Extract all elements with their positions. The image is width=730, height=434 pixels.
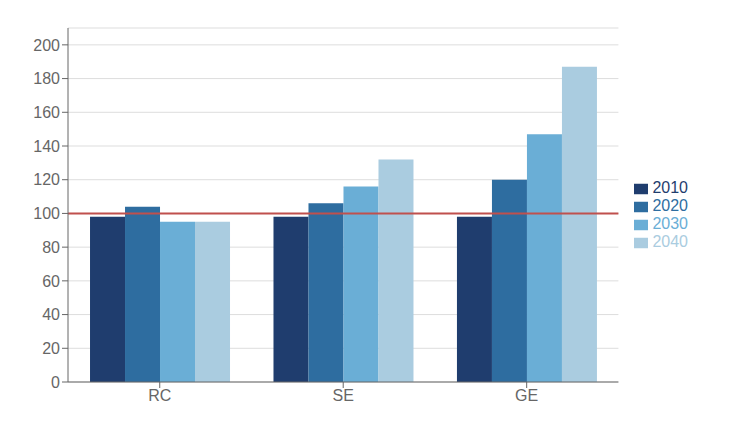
svg-text:20: 20: [42, 340, 60, 357]
svg-text:60: 60: [42, 273, 60, 290]
html-text:2030: 2030: [652, 215, 688, 232]
svg-text:100: 100: [33, 205, 60, 222]
svg-text:120: 120: [33, 171, 60, 188]
html-text:2010: 2010: [652, 179, 688, 196]
svg-text:40: 40: [42, 306, 60, 323]
html-text:2040: 2040: [652, 233, 688, 250]
svg-text:RC: RC: [148, 387, 171, 404]
svg-text:160: 160: [33, 104, 60, 121]
svg-text:140: 140: [33, 138, 60, 155]
svg-text:0: 0: [51, 374, 60, 391]
svg-text:80: 80: [42, 239, 60, 256]
svg-text:180: 180: [33, 70, 60, 87]
svg-text:GE: GE: [515, 387, 538, 404]
svg-text:200: 200: [33, 37, 60, 54]
svg-text:SE: SE: [333, 387, 354, 404]
html-text:2020: 2020: [652, 197, 688, 214]
